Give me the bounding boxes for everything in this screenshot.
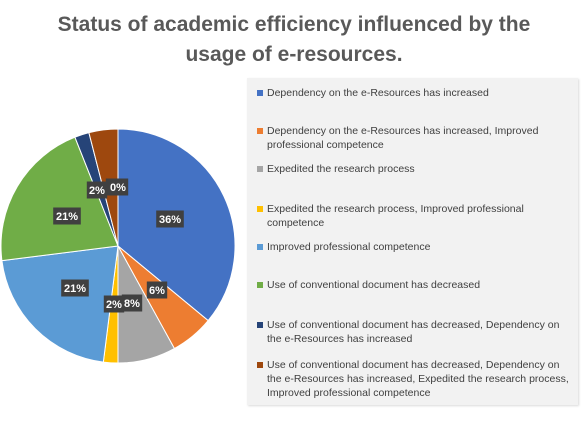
legend-item: Use of conventional document has decreas…	[257, 318, 569, 346]
data-label: 21%	[61, 279, 89, 297]
data-label: 36%	[156, 210, 184, 228]
data-label: 0%	[107, 178, 129, 196]
data-label: 2%	[103, 295, 125, 313]
data-label-text: 6%	[149, 285, 165, 297]
data-label-box	[107, 178, 129, 196]
data-label-text: 21%	[64, 283, 86, 295]
data-label: 21%	[53, 207, 81, 225]
legend-label: Expedited the research process, Improved…	[267, 203, 524, 229]
legend: Dependency on the e-Resources has increa…	[247, 78, 578, 405]
data-label-box	[121, 294, 143, 312]
legend-label: Improved professional competence	[267, 241, 431, 253]
legend-swatch	[257, 244, 263, 250]
data-label-text: 2%	[89, 185, 105, 197]
data-label: 2%	[86, 181, 108, 199]
data-label-box	[53, 207, 81, 225]
legend-label: Use of conventional document has decreas…	[267, 359, 569, 399]
legend-swatch	[257, 322, 263, 328]
legend-swatch	[257, 90, 263, 96]
legend-label: Use of conventional document has decreas…	[267, 279, 481, 291]
chart-title-line-2: usage of e-resources.	[185, 43, 403, 66]
legend-item: Use of conventional document has decreas…	[257, 358, 569, 400]
legend-swatch	[257, 206, 263, 212]
legend-label: Expedited the research process	[267, 163, 415, 175]
data-label: 8%	[121, 294, 143, 312]
data-label-text: 21%	[56, 211, 78, 223]
chart-title-line-1: Status of academic efficiency influenced…	[57, 13, 531, 36]
data-label-text: 36%	[159, 214, 181, 226]
pie-slice	[0, 136, 119, 262]
data-label-text: 2%	[106, 299, 122, 311]
data-label-text: 8%	[124, 298, 140, 310]
legend-swatch	[257, 362, 263, 368]
legend-item: Dependency on the e-Resources has increa…	[257, 86, 569, 100]
legend-item: Dependency on the e-Resources has increa…	[257, 124, 569, 152]
legend-label: Dependency on the e-Resources has increa…	[267, 125, 539, 151]
data-label-box	[86, 181, 108, 199]
legend-swatch	[257, 166, 263, 172]
legend-label: Dependency on the e-Resources has increa…	[267, 87, 489, 99]
legend-label: Use of conventional document has decreas…	[267, 319, 560, 345]
data-label-box	[156, 210, 184, 228]
data-label-box	[61, 279, 89, 297]
legend-item: Use of conventional document has decreas…	[257, 278, 569, 292]
data-label: 6%	[146, 281, 168, 299]
legend-item: Improved professional competence	[257, 240, 569, 254]
legend-swatch	[257, 282, 263, 288]
data-label-box	[103, 295, 125, 313]
chart-title: Status of academic efficiency influenced…	[0, 10, 588, 70]
legend-item: Expedited the research process, Improved…	[257, 202, 569, 230]
pie-slice	[1, 245, 119, 363]
data-label-text: 0%	[110, 182, 126, 194]
legend-swatch	[257, 128, 263, 134]
legend-item: Expedited the research process	[257, 162, 569, 176]
data-label-box	[146, 281, 168, 299]
